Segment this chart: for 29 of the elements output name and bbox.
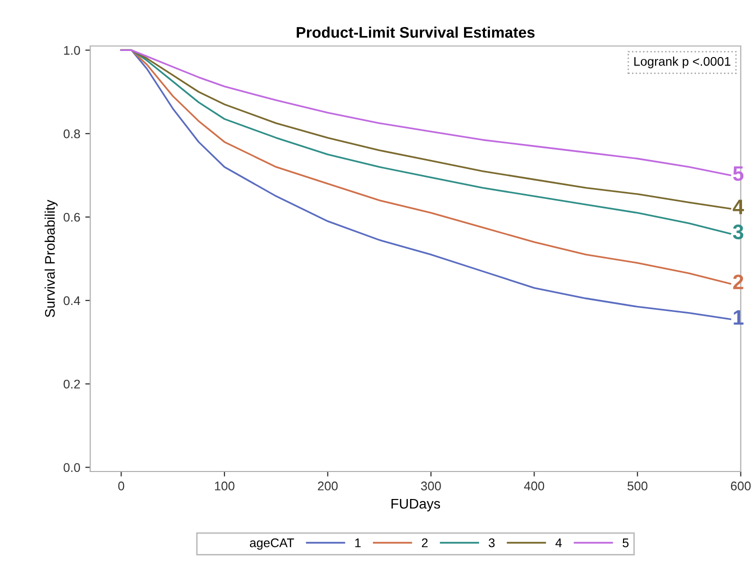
text: 2	[733, 274, 744, 290]
y-tick-label: 1.0	[64, 46, 80, 55]
x-tick-label: 0	[118, 482, 124, 490]
x-tick-label: 200	[318, 482, 338, 490]
legend-label: 1	[355, 538, 361, 548]
y-tick-label: 0.4	[64, 296, 80, 306]
legend-label: 4	[555, 538, 562, 548]
chart-title: Product-Limit Survival Estimates	[296, 26, 535, 38]
x-tick-label: 600	[730, 482, 751, 490]
legend-title: ageCAT	[250, 538, 294, 550]
y-tick-label: 0.8	[64, 129, 80, 138]
text: 1	[734, 310, 744, 325]
x-tick-label: 400	[524, 482, 544, 490]
annotation: Logrank p <.0001	[634, 56, 730, 68]
text: 3	[732, 224, 744, 240]
y-tick-label: 0.6	[64, 212, 80, 222]
legend-label: 5	[622, 538, 629, 548]
x-tick-label: 300	[421, 482, 441, 490]
x-axis-title: FUDays	[392, 498, 440, 512]
text: 4	[732, 200, 744, 214]
x-tick-label: 100	[214, 482, 234, 490]
y-axis-title: Survival Probability	[44, 200, 58, 318]
line-series	[120, 49, 732, 176]
legend-label: 3	[488, 538, 495, 548]
legend-label: 2	[422, 538, 428, 548]
y-tick-label: 0.2	[64, 380, 80, 389]
text: 5	[733, 166, 744, 181]
y-tick-label: 0.0	[64, 463, 80, 472]
x-tick-label: 500	[628, 482, 648, 490]
